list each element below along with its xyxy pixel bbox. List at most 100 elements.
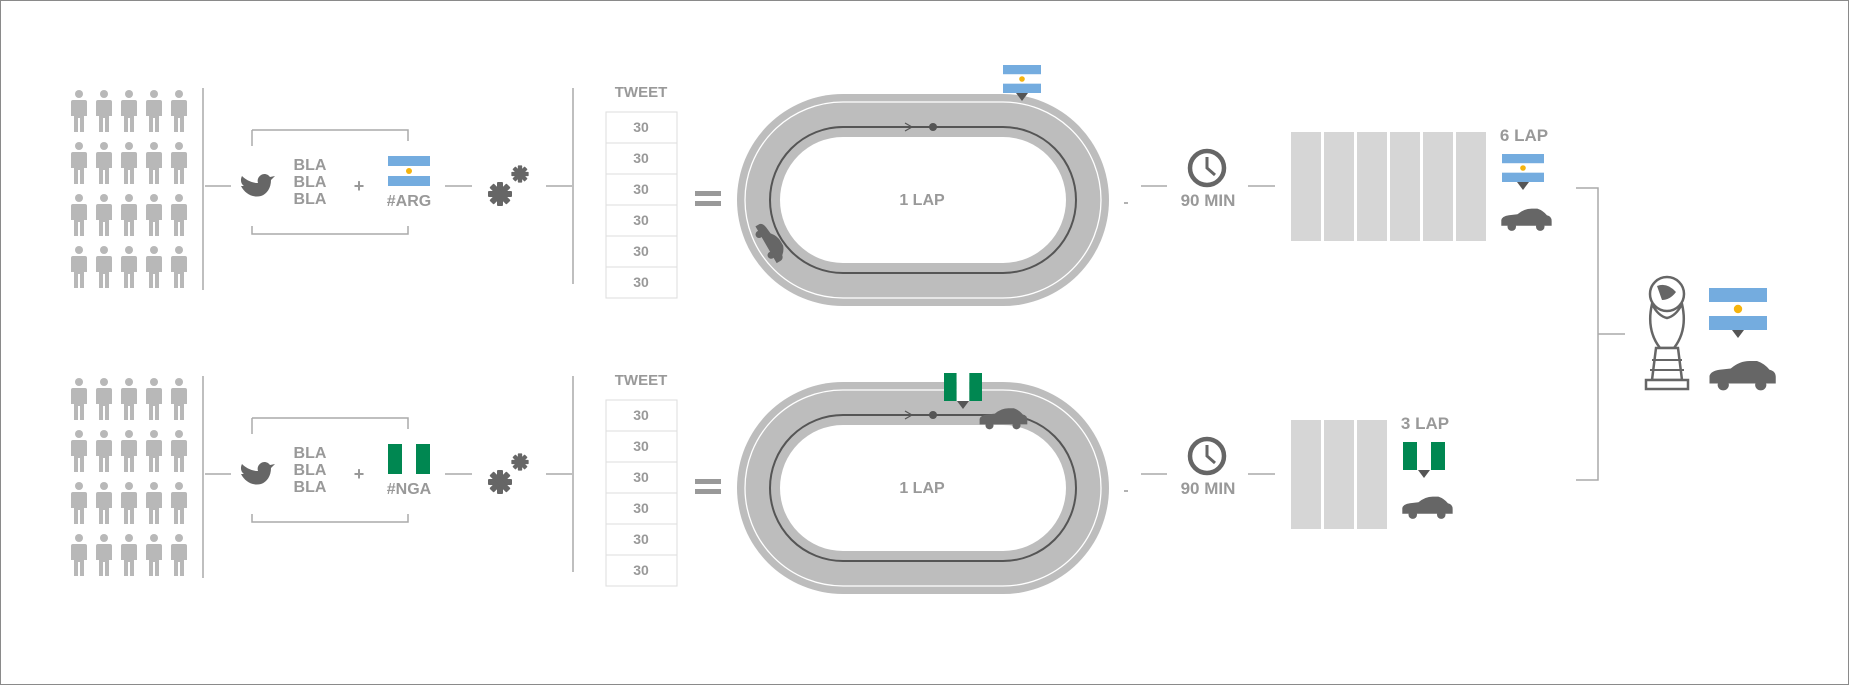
- tweet-count: 30: [633, 500, 649, 516]
- lap-bar: [1291, 420, 1321, 529]
- person-icon: [171, 142, 187, 184]
- person-icon: [96, 482, 112, 524]
- tweet-count: 30: [633, 531, 649, 547]
- lap-bar: [1291, 132, 1321, 241]
- person-icon: [96, 246, 112, 288]
- gear-large-icon: [488, 470, 512, 494]
- winner-group: [1644, 275, 1776, 391]
- race-track: [737, 382, 1128, 594]
- tweet-header: TWEET: [615, 84, 668, 101]
- person-icon: [171, 194, 187, 236]
- person-icon: [71, 246, 87, 288]
- gear-small-icon: [511, 165, 529, 183]
- flag-argentina-icon: [1709, 288, 1767, 338]
- lap-bar: [1456, 132, 1486, 241]
- hashtag-label: #ARG: [387, 193, 431, 210]
- gears-icon: [488, 453, 529, 494]
- tweet-count: 30: [633, 212, 649, 228]
- tweet-cell: [605, 266, 678, 299]
- lap-label: 1 LAP: [899, 192, 945, 209]
- person-icon: [71, 534, 87, 576]
- person-icon: [71, 90, 87, 132]
- tweet-count: 30: [633, 181, 649, 197]
- clock-icon: [1187, 148, 1227, 188]
- person-icon: [121, 246, 137, 288]
- lap-result-label: 3 LAP: [1401, 414, 1449, 433]
- flag-argentina-icon: [388, 156, 430, 186]
- person-icon: [146, 194, 162, 236]
- bla-text: BLA: [294, 445, 327, 462]
- flag-argentina-icon: [1502, 154, 1544, 190]
- person-icon: [121, 482, 137, 524]
- car-icon: [1709, 361, 1776, 391]
- equals-sign: [695, 479, 721, 494]
- lap-bar: [1324, 420, 1354, 529]
- person-icon: [121, 534, 137, 576]
- person-icon: [146, 246, 162, 288]
- person-icon: [96, 378, 112, 420]
- gear-small-icon: [511, 453, 529, 471]
- lap-bar: [1390, 132, 1420, 241]
- person-icon: [121, 378, 137, 420]
- person-icon: [96, 194, 112, 236]
- lap-bar: [1423, 132, 1453, 241]
- person-icon: [171, 90, 187, 132]
- merge-bracket: [1576, 187, 1625, 481]
- tweet-count: 30: [633, 438, 649, 454]
- person-icon: [96, 534, 112, 576]
- car-icon: [1402, 496, 1453, 519]
- person-icon: [71, 378, 87, 420]
- lap-bar: [1357, 420, 1387, 529]
- tweet-cell: [605, 492, 678, 525]
- race-track: [737, 94, 1128, 306]
- person-icon: [71, 430, 87, 472]
- gear-large-icon: [488, 182, 512, 206]
- twitter-bird-icon: [240, 461, 275, 485]
- bla-text: BLA: [294, 174, 327, 191]
- car-icon: [1501, 208, 1552, 231]
- hashtag-label: #NGA: [387, 481, 432, 498]
- clock-icon: [1187, 436, 1227, 476]
- bla-text: BLA: [294, 479, 327, 496]
- person-icon: [171, 482, 187, 524]
- flag-argentina-icon: [1003, 65, 1041, 101]
- bla-text: BLA: [294, 191, 327, 208]
- person-icon: [146, 90, 162, 132]
- bla-text: BLA: [294, 462, 327, 479]
- lap-result-label: 6 LAP: [1500, 126, 1548, 145]
- person-icon: [146, 430, 162, 472]
- tweet-cell: [605, 235, 678, 268]
- flag-nigeria-icon: [944, 373, 982, 409]
- person-icon: [146, 142, 162, 184]
- equals-sign: [695, 191, 721, 206]
- person-icon: [121, 194, 137, 236]
- time-label: 90 MIN: [1181, 191, 1236, 210]
- lap-label: 1 LAP: [899, 480, 945, 497]
- twitter-bird-icon: [240, 173, 275, 197]
- tweet-count: 30: [633, 119, 649, 135]
- lap-bars: [1291, 132, 1486, 241]
- lap-bar: [1324, 132, 1354, 241]
- tweet-cell: [605, 111, 678, 144]
- flag-nigeria-icon: [388, 444, 430, 474]
- person-icon: [171, 430, 187, 472]
- person-icon: [71, 194, 87, 236]
- tweet-count: 30: [633, 469, 649, 485]
- connector-lines: [202, 88, 1275, 290]
- tweet-count: 30: [633, 562, 649, 578]
- person-icon: [146, 482, 162, 524]
- person-icon: [121, 430, 137, 472]
- tweet-count: 30: [633, 407, 649, 423]
- tweet-header: TWEET: [615, 372, 668, 389]
- trophy-icon: [1644, 275, 1690, 391]
- person-icon: [171, 534, 187, 576]
- connector-lines: [202, 376, 1275, 578]
- tweet-cell: [605, 399, 678, 432]
- person-icon: [96, 430, 112, 472]
- bla-text: BLA: [294, 157, 327, 174]
- person-icon: [146, 378, 162, 420]
- person-icon: [121, 142, 137, 184]
